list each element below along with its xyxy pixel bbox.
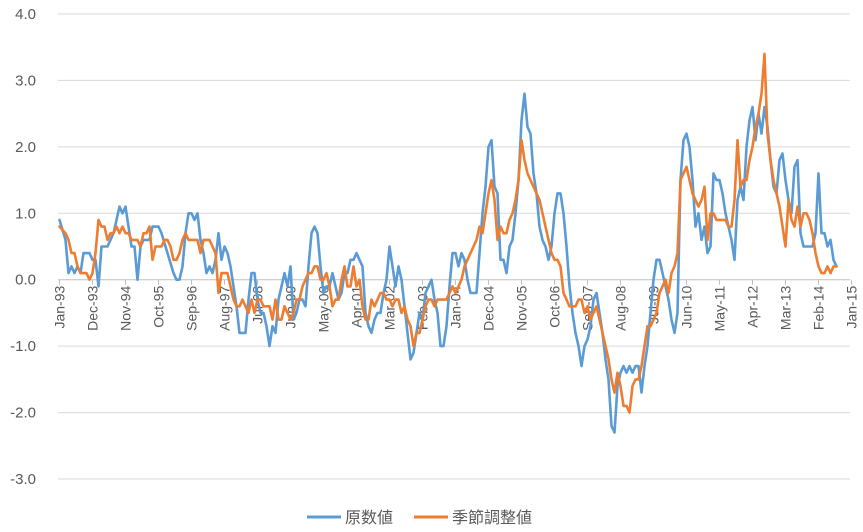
series-line-1: [58, 92, 838, 434]
y-axis-tick-labels: 4.0 3.0 2.0 1.0 0.0 -1.0 -2.0 -3.0: [10, 6, 36, 488]
series-line-2: [58, 52, 838, 414]
x-tick-label: Jan-93: [52, 286, 68, 329]
x-tick-label: Nov-05: [514, 286, 530, 331]
x-tick-label: Aug-08: [613, 286, 629, 331]
y-tick-label: 2.0: [15, 139, 36, 156]
x-tick-label: Sep-96: [184, 286, 200, 331]
x-tick-label: Mar-13: [778, 286, 794, 331]
x-tick-label: Jun-10: [679, 286, 695, 329]
series-lines: [58, 52, 838, 434]
gridlines: [58, 13, 852, 480]
x-tick-label: Jan-04: [448, 286, 464, 329]
y-tick-label: 4.0: [15, 6, 36, 23]
y-tick-label: 1.0: [15, 205, 36, 222]
x-tick-label: Aug-97: [217, 286, 233, 331]
legend-label-2: 季節調整値: [452, 508, 532, 527]
legend-label-1: 原数値: [345, 508, 393, 527]
x-tick-label: Feb-14: [811, 286, 827, 331]
x-axis-tick-labels: Jan-93 Dec-93 Nov-94 Oct-95 Sep-96 Aug-97 Jul-…: [52, 286, 860, 333]
x-tick-label: Nov-94: [118, 286, 134, 331]
y-tick-label: -1.0: [10, 338, 36, 355]
y-tick-label: 0.0: [15, 272, 36, 289]
y-tick-label: 3.0: [15, 72, 36, 89]
x-tick-label: Apr-12: [745, 286, 761, 328]
x-tick-label: May-00: [316, 286, 332, 333]
x-tick-label: Oct-95: [151, 286, 167, 328]
legend: 原数値 季節調整値: [307, 508, 532, 527]
x-tick-label: Jan-15: [844, 286, 860, 329]
x-tick-label: May-11: [712, 286, 728, 332]
x-tick-label: Oct-06: [547, 286, 563, 328]
x-tick-label: Dec-04: [481, 286, 497, 331]
y-tick-label: -2.0: [10, 405, 36, 422]
y-tick-label: -3.0: [10, 471, 36, 488]
x-tick-label: Dec-93: [85, 286, 101, 331]
